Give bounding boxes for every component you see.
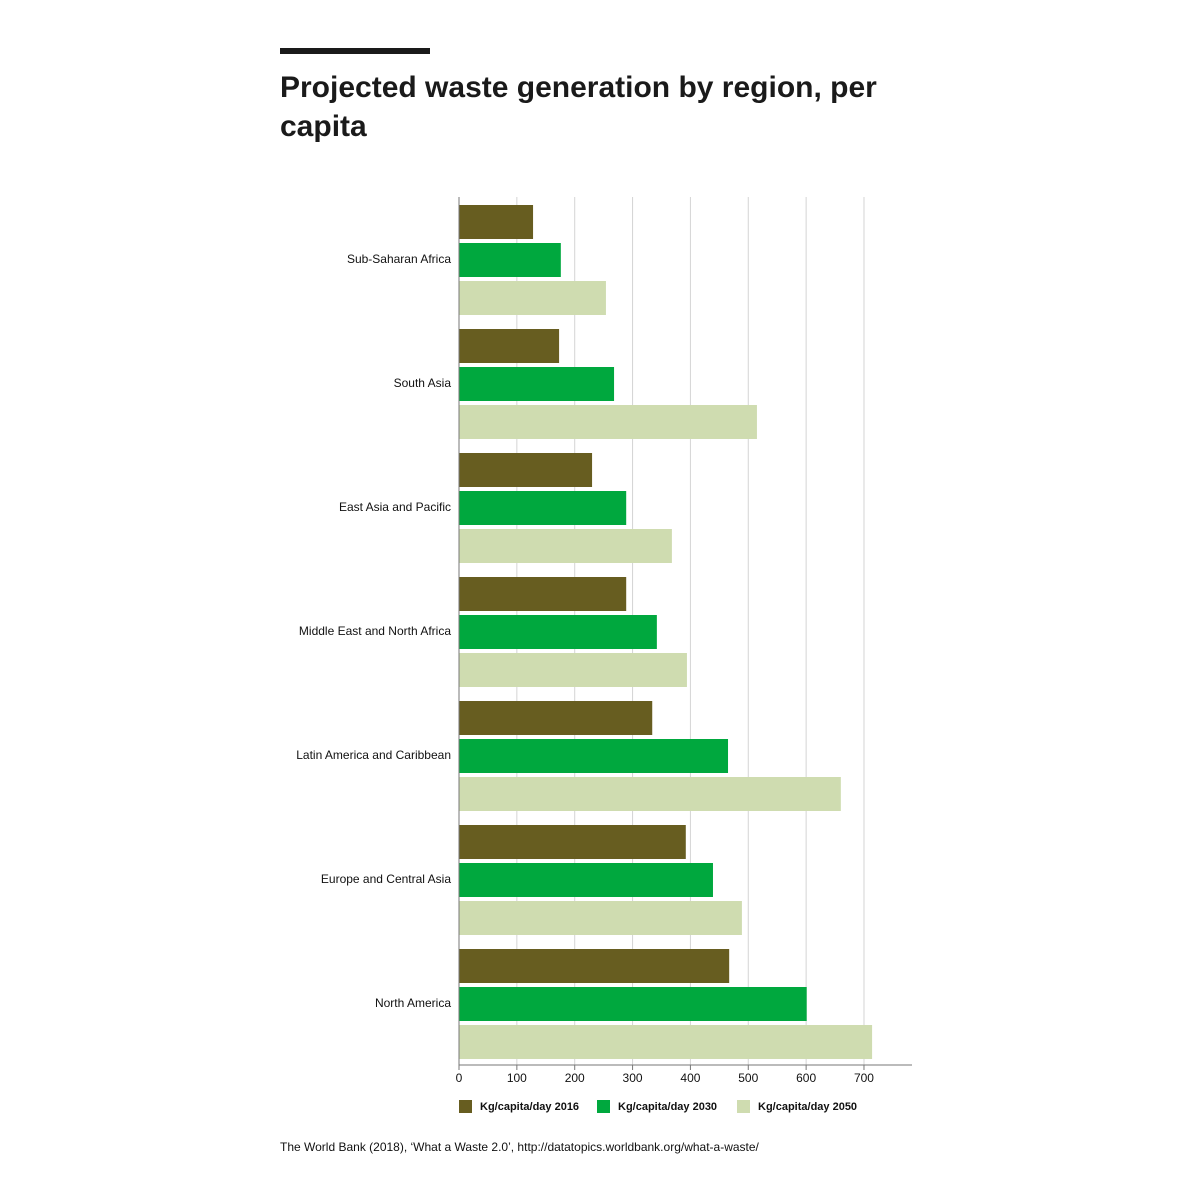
y-tick-label: East Asia and Pacific: [339, 500, 451, 514]
bar: [459, 901, 742, 935]
legend-label: Kg/capita/day 2030: [618, 1101, 717, 1113]
bar: [459, 405, 757, 439]
y-tick-label: North America: [375, 996, 451, 1010]
bar: [459, 739, 729, 773]
bar: [459, 453, 593, 487]
bar: [459, 653, 687, 687]
y-tick-label: Middle East and North Africa: [299, 624, 451, 638]
bar: [459, 825, 686, 859]
x-tick-label: 200: [565, 1071, 585, 1085]
source: The World Bank (2018), ‘What a Waste 2.0…: [280, 1140, 760, 1154]
bar: [459, 243, 561, 277]
bar: [459, 529, 672, 563]
bar: [459, 205, 534, 239]
legend-swatch: [737, 1100, 750, 1113]
y-tick-label: Sub-Saharan Africa: [347, 252, 451, 266]
bar: [459, 949, 730, 983]
bar: [459, 281, 606, 315]
x-tick-label: 600: [796, 1071, 816, 1085]
bar: [459, 577, 627, 611]
legend-swatch: [459, 1100, 472, 1113]
y-tick-label: Latin America and Caribbean: [296, 748, 451, 762]
legend-label: Kg/capita/day 2050: [758, 1101, 857, 1113]
bar: [459, 491, 627, 525]
x-tick-label: 100: [507, 1071, 527, 1085]
bar: [459, 367, 615, 401]
bar: [459, 615, 657, 649]
legend-label: Kg/capita/day 2016: [480, 1101, 579, 1113]
x-tick-label: 500: [738, 1071, 758, 1085]
x-tick-label: 0: [456, 1071, 463, 1085]
bar: [459, 777, 841, 811]
bar: [459, 863, 713, 897]
chart-title: Projected waste generation by region, pe…: [280, 71, 877, 143]
bar: [459, 987, 807, 1021]
x-tick-label: 700: [854, 1071, 874, 1085]
bar: [459, 701, 653, 735]
legend-swatch: [597, 1100, 610, 1113]
x-tick-label: 300: [623, 1071, 643, 1085]
title-rule: [280, 48, 430, 54]
x-tick-label: 400: [680, 1071, 700, 1085]
bar: [459, 1025, 873, 1059]
y-tick-label: Europe and Central Asia: [321, 872, 451, 886]
bar: [459, 329, 560, 363]
y-tick-label: South Asia: [394, 376, 452, 390]
